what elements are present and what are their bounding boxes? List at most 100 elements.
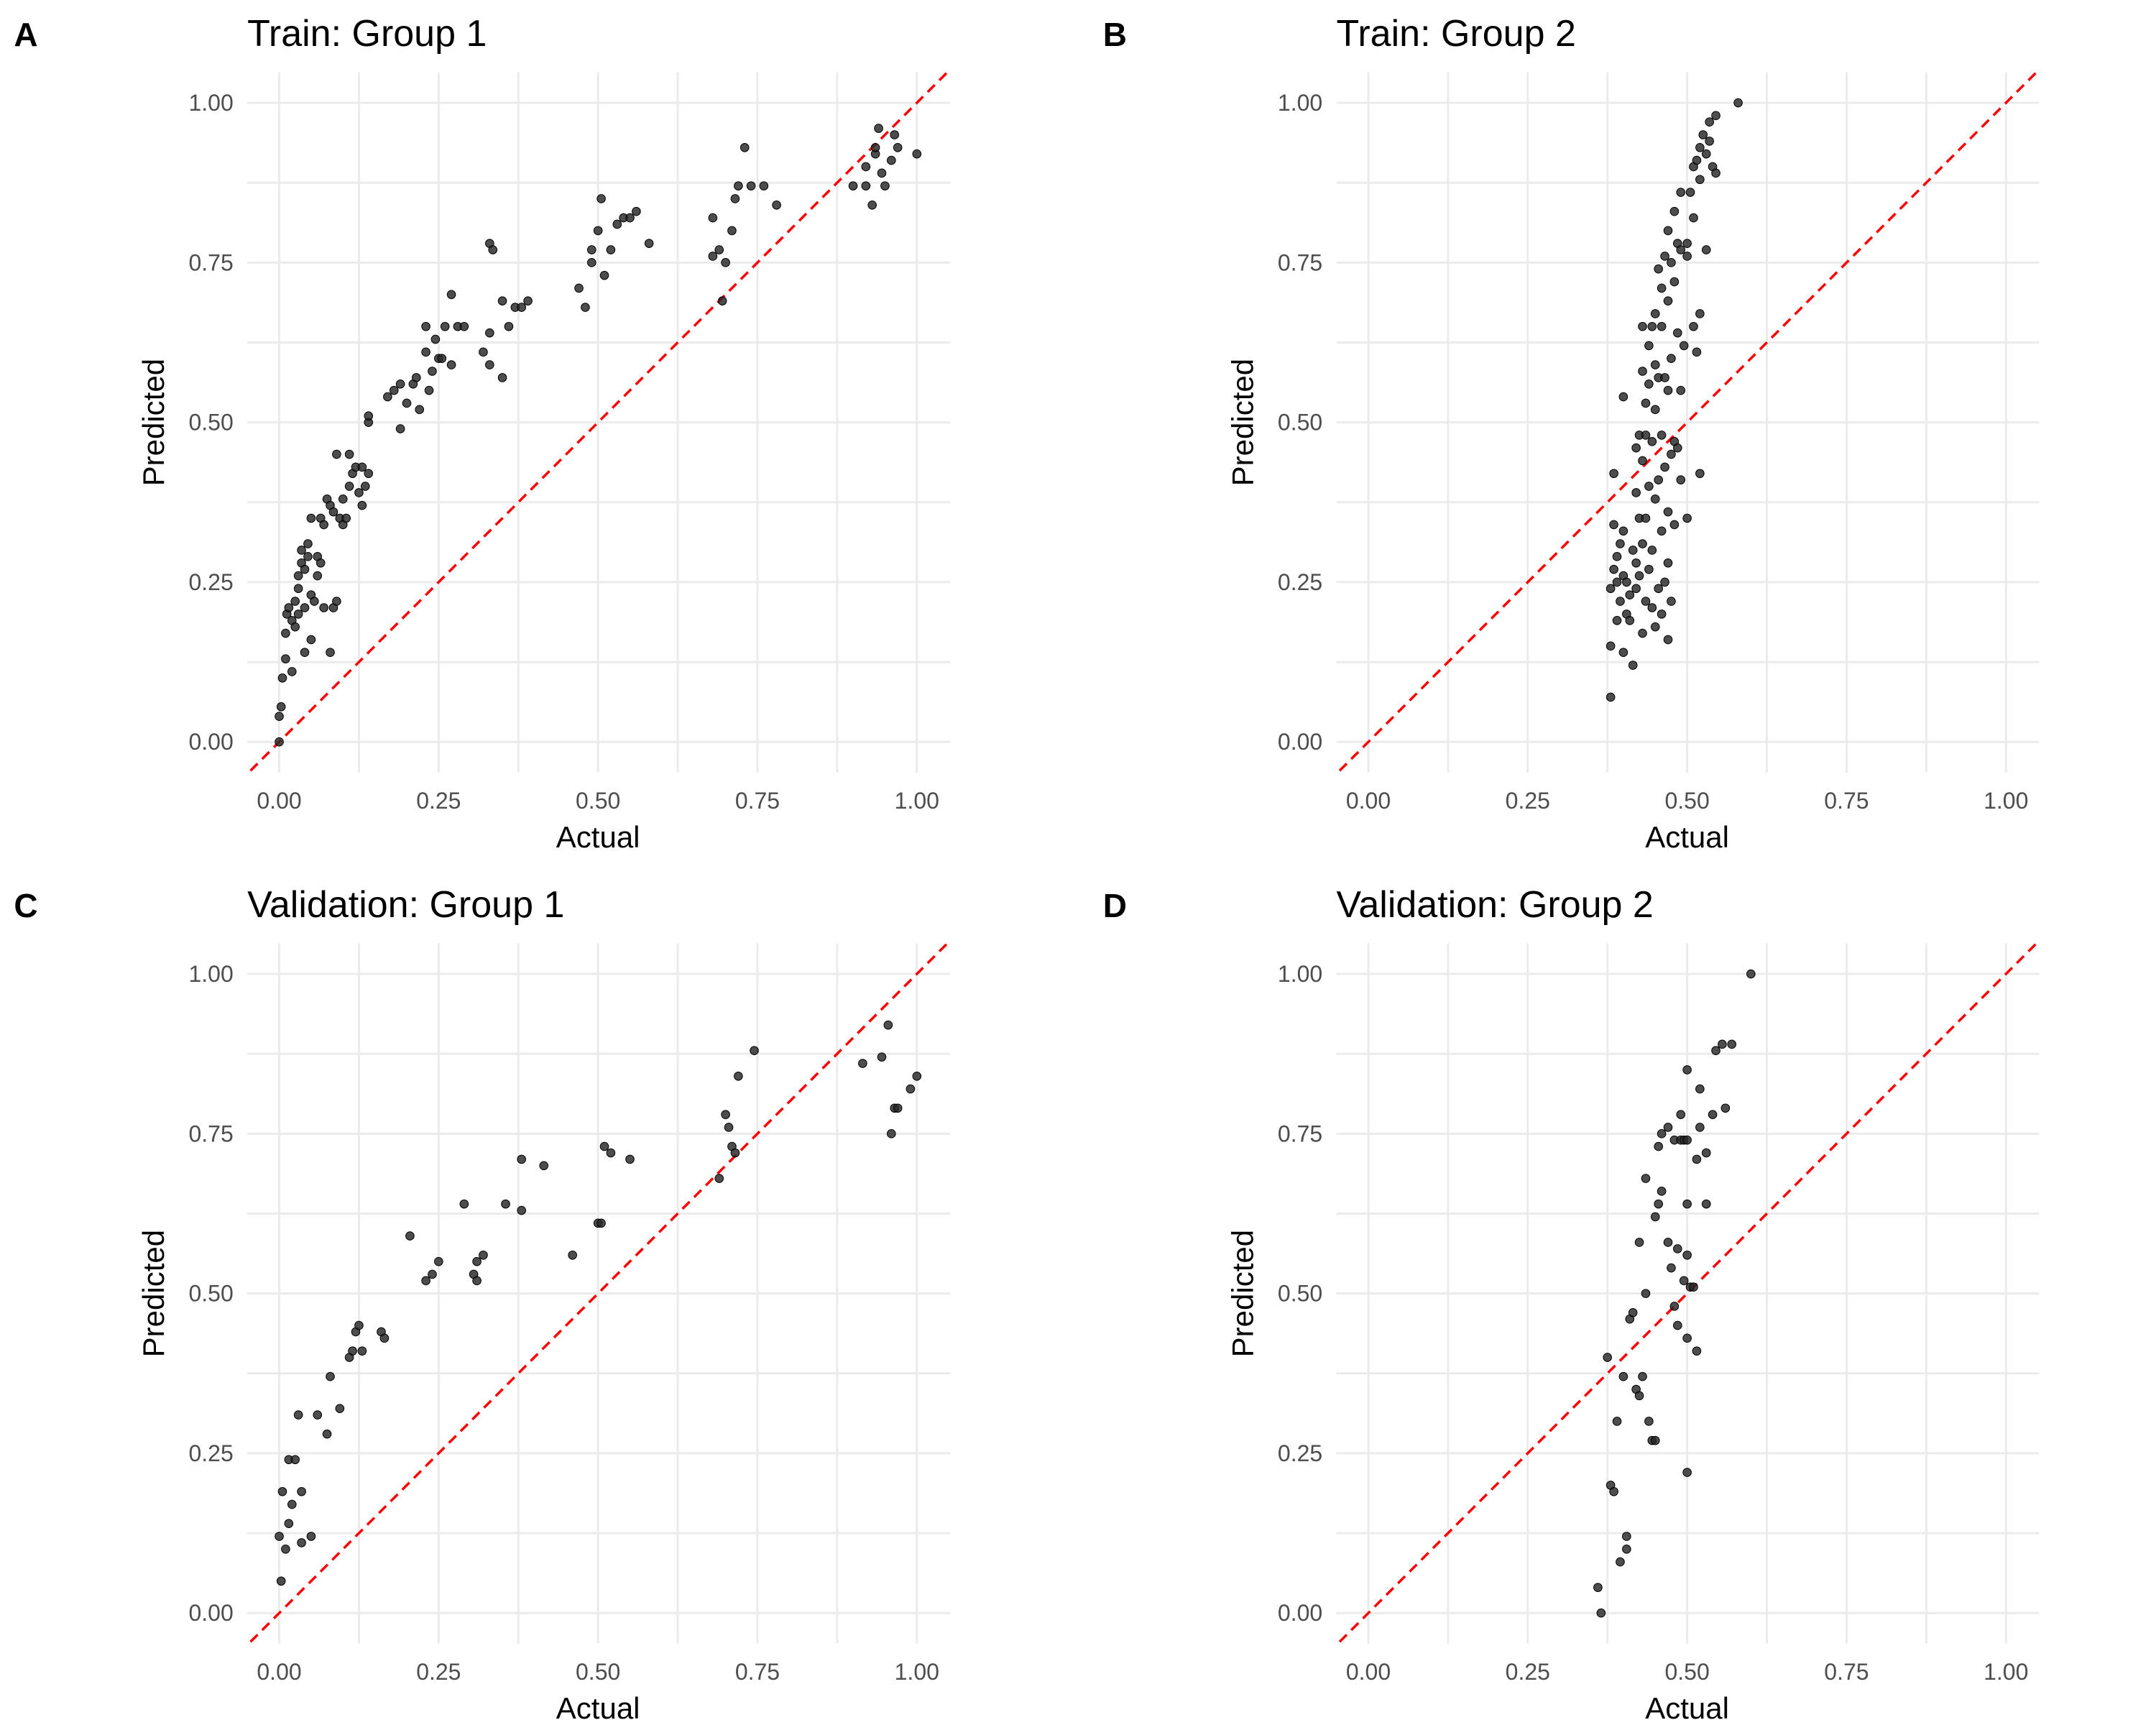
y-tick-label: 0.00 <box>1278 1600 1322 1626</box>
panel-letter: B <box>1103 16 1127 53</box>
y-axis-label: Predicted <box>1226 1230 1260 1357</box>
data-point <box>746 181 756 190</box>
x-tick-label: 1.00 <box>895 1659 939 1685</box>
chart-panel-d: 0.00 0.25 0.50 0.75 1.00 0.00 0.25 0.50 0.75 1.00… <box>1103 884 2040 1725</box>
data-point <box>539 1161 549 1171</box>
x-axis-label: Actual <box>556 820 640 854</box>
data-point <box>870 142 880 152</box>
data-point <box>361 482 370 491</box>
data-point <box>1689 321 1698 331</box>
data-point <box>1692 1346 1702 1356</box>
data-point <box>586 258 596 267</box>
data-point <box>1695 309 1705 318</box>
x-tick-label: 1.00 <box>1984 788 2028 814</box>
data-point <box>293 571 303 581</box>
data-point <box>290 597 300 606</box>
data-point <box>1654 1141 1663 1151</box>
x-tick-label: 0.75 <box>735 788 780 814</box>
data-point <box>1667 354 1676 364</box>
data-point <box>644 239 654 248</box>
data-point <box>459 321 469 331</box>
data-point <box>1673 1320 1682 1330</box>
y-tick-label: 0.25 <box>188 1440 233 1466</box>
data-point <box>1657 321 1667 331</box>
data-point <box>1689 1282 1698 1292</box>
data-point <box>1647 546 1657 555</box>
data-point <box>1618 648 1628 658</box>
y-tick-label: 0.00 <box>188 729 233 755</box>
data-point <box>421 347 430 357</box>
data-point <box>599 1141 609 1151</box>
data-point <box>874 124 883 133</box>
data-point <box>395 379 405 389</box>
data-point <box>1641 1289 1651 1298</box>
chart-panel-b: 0.00 0.25 0.50 0.75 1.00 0.00 0.25 0.50 0.75 1.00… <box>1103 13 2040 854</box>
data-point <box>415 405 425 415</box>
data-point <box>437 354 447 364</box>
panel-letter: A <box>14 16 37 53</box>
data-point <box>1641 1174 1651 1183</box>
data-point <box>568 1250 577 1260</box>
data-point <box>1718 1039 1727 1049</box>
data-point <box>1593 1583 1603 1592</box>
data-point <box>1647 437 1657 446</box>
data-point <box>861 181 871 190</box>
data-point <box>1698 130 1708 139</box>
data-point <box>1682 513 1692 523</box>
x-tick-label: 0.25 <box>1506 788 1550 814</box>
data-point <box>721 1110 730 1119</box>
data-point <box>877 168 887 178</box>
data-point <box>1663 1238 1673 1247</box>
data-point <box>1606 692 1616 702</box>
data-point <box>1654 584 1663 594</box>
data-point <box>479 1250 488 1260</box>
data-point <box>1689 213 1698 223</box>
data-point <box>341 513 351 523</box>
data-point <box>1663 1123 1673 1132</box>
data-point <box>275 1532 284 1541</box>
data-point <box>574 283 584 293</box>
y-tick-label: 0.00 <box>1278 729 1322 755</box>
data-point <box>1682 1250 1692 1260</box>
data-point <box>430 334 441 344</box>
data-point <box>759 181 769 190</box>
data-point <box>717 296 727 305</box>
data-point <box>1609 469 1618 479</box>
data-point <box>300 564 310 574</box>
data-point <box>886 1129 896 1138</box>
data-point <box>740 142 750 152</box>
data-point <box>344 482 354 491</box>
data-point <box>714 1174 724 1183</box>
data-point <box>459 1199 469 1209</box>
x-tick-label: 0.00 <box>1346 1659 1391 1685</box>
data-point <box>1657 1187 1667 1196</box>
data-point <box>1644 379 1654 389</box>
data-point <box>332 597 341 606</box>
data-point <box>1727 1039 1737 1049</box>
data-point <box>290 1455 300 1465</box>
data-point <box>1622 577 1631 587</box>
data-point <box>306 635 316 645</box>
data-point <box>734 181 743 190</box>
data-point <box>1679 341 1689 351</box>
data-point <box>1682 252 1692 261</box>
data-point <box>1673 328 1682 338</box>
data-point <box>1654 1199 1663 1209</box>
data-point <box>772 201 781 210</box>
data-point <box>1669 206 1680 216</box>
data-point <box>1609 520 1618 530</box>
data-point <box>593 226 603 236</box>
data-point <box>428 1269 437 1279</box>
data-point <box>1650 494 1660 504</box>
data-point <box>625 213 635 223</box>
data-point <box>1644 1417 1654 1426</box>
data-point <box>734 1071 743 1081</box>
y-tick-label: 0.75 <box>1278 1121 1322 1146</box>
data-point <box>1638 1371 1647 1381</box>
data-point <box>1695 142 1705 152</box>
data-point <box>357 1346 367 1356</box>
data-point <box>1711 168 1720 178</box>
data-point <box>1606 641 1616 651</box>
data-point <box>1647 321 1657 331</box>
x-axis-label: Actual <box>556 1691 640 1725</box>
